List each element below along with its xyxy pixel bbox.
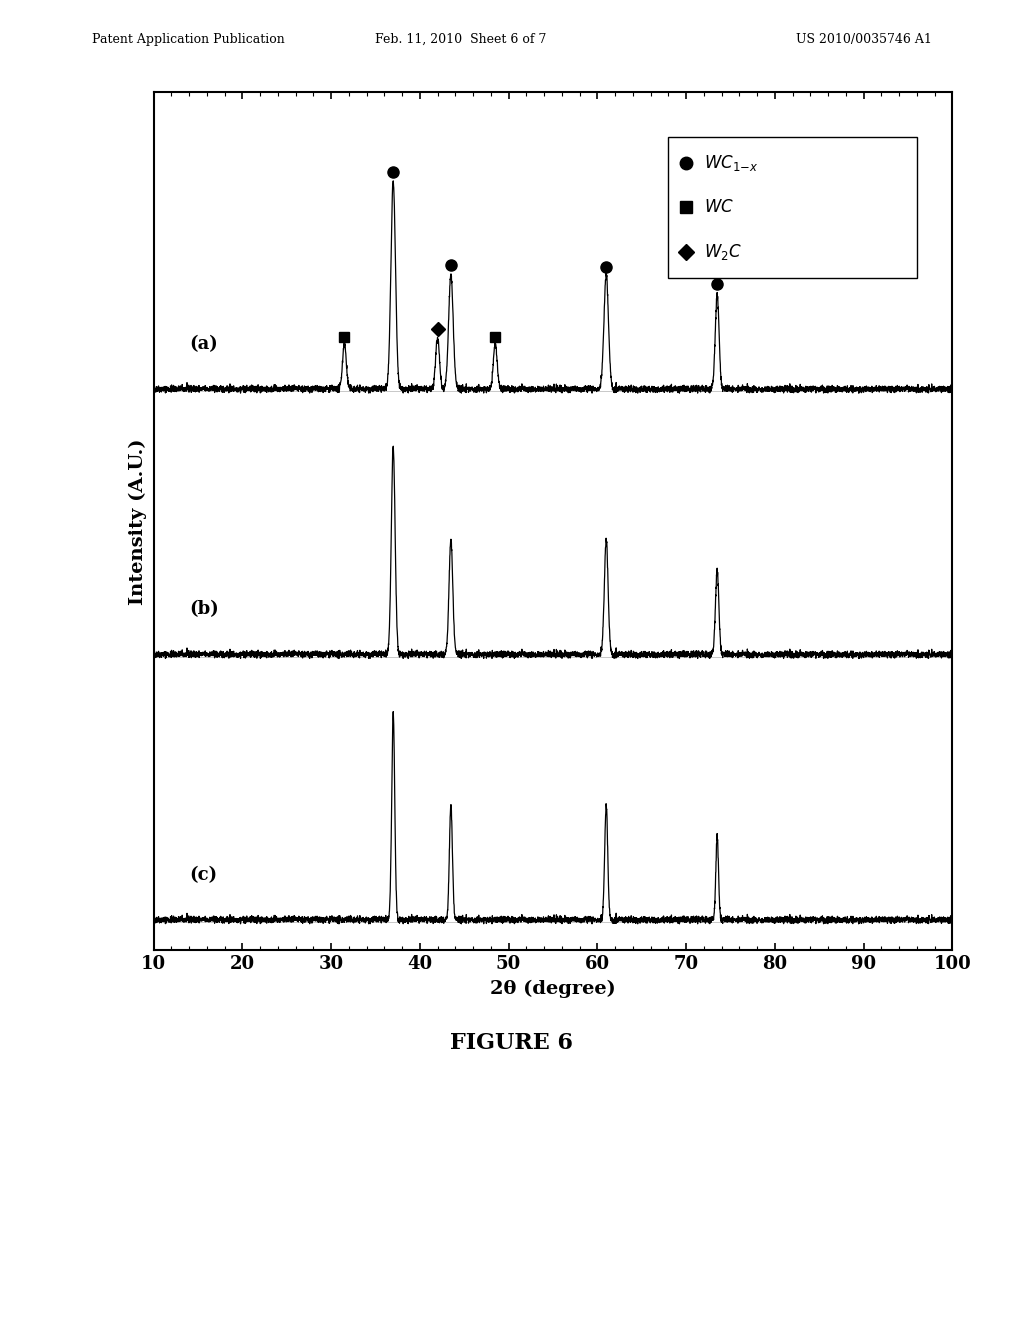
- Text: $\mathit{WC}_{1\mathit{-x}}$: $\mathit{WC}_{1\mathit{-x}}$: [703, 153, 758, 173]
- Y-axis label: Intensity (A.U.): Intensity (A.U.): [128, 438, 146, 605]
- X-axis label: 2θ (degree): 2θ (degree): [490, 981, 615, 998]
- Text: (a): (a): [189, 335, 218, 352]
- Bar: [669, 137, 916, 279]
- Text: $\mathit{WC}$: $\mathit{WC}$: [703, 199, 734, 216]
- Text: US 2010/0035746 A1: US 2010/0035746 A1: [796, 33, 932, 46]
- Text: FIGURE 6: FIGURE 6: [451, 1032, 573, 1053]
- Text: $\mathit{W_2C}$: $\mathit{W_2C}$: [703, 242, 741, 261]
- Text: (c): (c): [189, 866, 217, 883]
- Text: Patent Application Publication: Patent Application Publication: [92, 33, 285, 46]
- Text: (b): (b): [189, 601, 219, 618]
- Text: Feb. 11, 2010  Sheet 6 of 7: Feb. 11, 2010 Sheet 6 of 7: [375, 33, 547, 46]
